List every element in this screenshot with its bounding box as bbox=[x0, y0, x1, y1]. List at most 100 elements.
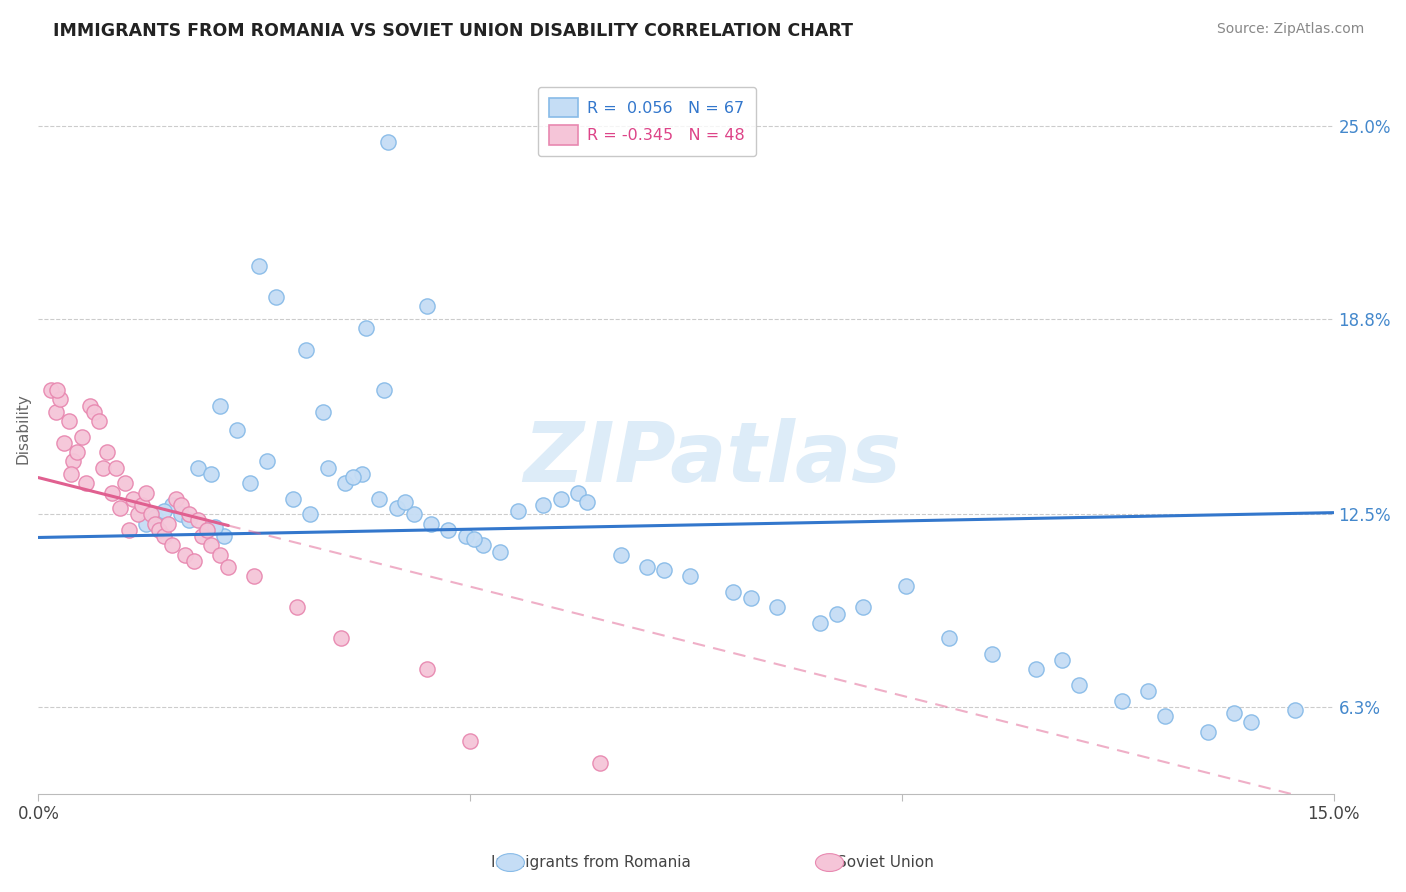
Point bbox=[143, 516, 166, 531]
Point bbox=[75, 476, 97, 491]
Point bbox=[49, 392, 72, 407]
Point bbox=[1111, 693, 1133, 707]
Point bbox=[160, 538, 183, 552]
Point bbox=[454, 529, 477, 543]
Point bbox=[264, 290, 287, 304]
Point bbox=[723, 585, 745, 599]
Point bbox=[368, 491, 391, 506]
Point bbox=[208, 399, 231, 413]
Point bbox=[550, 491, 572, 506]
Point bbox=[91, 460, 114, 475]
Point bbox=[287, 600, 309, 615]
Text: Source: ZipAtlas.com: Source: ZipAtlas.com bbox=[1216, 22, 1364, 37]
Point bbox=[377, 135, 399, 149]
Point bbox=[179, 513, 201, 527]
Point bbox=[45, 405, 67, 419]
Point bbox=[191, 529, 214, 543]
Point bbox=[212, 529, 235, 543]
Point bbox=[187, 513, 209, 527]
Point bbox=[299, 508, 322, 522]
Point bbox=[174, 548, 197, 562]
Point bbox=[385, 501, 408, 516]
Point bbox=[217, 560, 239, 574]
Point bbox=[894, 579, 917, 593]
Point bbox=[312, 405, 335, 419]
Point bbox=[39, 383, 62, 397]
Point bbox=[247, 259, 270, 273]
Point bbox=[1050, 653, 1073, 667]
Point bbox=[148, 523, 170, 537]
Point bbox=[195, 523, 218, 537]
Point bbox=[458, 734, 481, 748]
Text: IMMIGRANTS FROM ROMANIA VS SOVIET UNION DISABILITY CORRELATION CHART: IMMIGRANTS FROM ROMANIA VS SOVIET UNION … bbox=[53, 22, 853, 40]
Point bbox=[100, 485, 122, 500]
Point bbox=[416, 299, 439, 313]
Point bbox=[135, 516, 157, 531]
Text: Immigrants from Romania: Immigrants from Romania bbox=[491, 855, 690, 870]
Point bbox=[60, 467, 83, 481]
Point bbox=[938, 632, 960, 646]
Point bbox=[1067, 678, 1090, 692]
Point bbox=[139, 508, 162, 522]
Point bbox=[179, 508, 201, 522]
Point bbox=[1025, 663, 1047, 677]
Point bbox=[420, 516, 443, 531]
Y-axis label: Disability: Disability bbox=[15, 393, 30, 465]
Point bbox=[58, 414, 80, 428]
Point bbox=[1197, 724, 1219, 739]
Point bbox=[135, 485, 157, 500]
Point bbox=[437, 523, 460, 537]
Point bbox=[679, 569, 702, 583]
Point bbox=[981, 647, 1004, 661]
Point bbox=[183, 554, 205, 568]
Point bbox=[62, 454, 84, 468]
Point bbox=[295, 343, 318, 357]
Point bbox=[122, 491, 145, 506]
Point bbox=[66, 445, 89, 459]
Point bbox=[740, 591, 762, 605]
Point bbox=[352, 467, 374, 481]
Point bbox=[394, 495, 416, 509]
Point bbox=[83, 405, 105, 419]
Point bbox=[127, 508, 149, 522]
Legend: R =  0.056   N = 67, R = -0.345   N = 48: R = 0.056 N = 67, R = -0.345 N = 48 bbox=[538, 87, 756, 156]
Point bbox=[166, 491, 188, 506]
Point bbox=[765, 600, 787, 615]
Point bbox=[208, 548, 231, 562]
Text: Soviet Union: Soviet Union bbox=[838, 855, 934, 870]
Point bbox=[110, 501, 132, 516]
Point bbox=[610, 548, 633, 562]
Point bbox=[152, 504, 174, 518]
Point bbox=[373, 383, 395, 397]
Point bbox=[131, 498, 153, 512]
Point bbox=[472, 538, 495, 552]
Point bbox=[79, 399, 101, 413]
Point bbox=[114, 476, 136, 491]
Point bbox=[575, 495, 598, 509]
Point bbox=[567, 485, 589, 500]
Point bbox=[416, 663, 439, 677]
Point bbox=[200, 467, 222, 481]
Point bbox=[1154, 709, 1177, 723]
Point bbox=[316, 460, 339, 475]
Point bbox=[825, 607, 848, 621]
Point bbox=[87, 414, 110, 428]
Point bbox=[329, 632, 352, 646]
Point bbox=[636, 560, 658, 574]
Point bbox=[204, 519, 226, 533]
Point bbox=[533, 498, 555, 512]
Point bbox=[256, 454, 278, 468]
Point bbox=[463, 532, 485, 546]
Point bbox=[53, 435, 76, 450]
Point bbox=[105, 460, 128, 475]
Point bbox=[152, 529, 174, 543]
Point bbox=[356, 321, 378, 335]
Point bbox=[654, 563, 676, 577]
Point bbox=[489, 544, 512, 558]
Point bbox=[70, 429, 93, 443]
Point bbox=[239, 476, 262, 491]
Point bbox=[808, 615, 831, 630]
Point bbox=[506, 504, 529, 518]
Point bbox=[200, 538, 222, 552]
Point bbox=[187, 460, 209, 475]
